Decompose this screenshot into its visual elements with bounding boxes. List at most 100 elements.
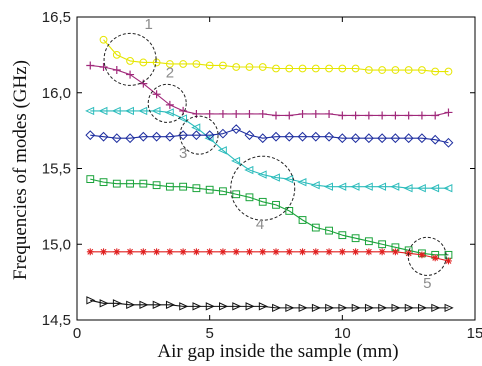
data-point bbox=[363, 133, 374, 144]
data-point bbox=[297, 131, 308, 142]
data-point bbox=[325, 248, 333, 256]
data-point bbox=[99, 35, 108, 44]
data-point bbox=[352, 248, 359, 256]
data-point bbox=[364, 66, 373, 74]
data-point bbox=[166, 248, 174, 256]
data-point bbox=[219, 187, 227, 196]
data-point bbox=[139, 79, 148, 88]
series-1 bbox=[99, 35, 453, 76]
data-point bbox=[111, 133, 122, 144]
data-point bbox=[177, 114, 188, 123]
data-point bbox=[139, 300, 149, 310]
data-point bbox=[205, 61, 214, 70]
data-point bbox=[325, 64, 333, 73]
data-point bbox=[392, 248, 399, 256]
data-point bbox=[365, 248, 373, 256]
data-point bbox=[285, 303, 295, 313]
y-tick-label: 16,0 bbox=[42, 85, 71, 102]
data-point bbox=[126, 179, 134, 188]
data-point bbox=[245, 63, 254, 71]
data-point bbox=[165, 182, 174, 191]
data-point bbox=[338, 231, 347, 240]
data-point bbox=[298, 303, 308, 313]
x-tick-label: 5 bbox=[205, 325, 213, 342]
data-point bbox=[152, 90, 161, 99]
series-line bbox=[90, 110, 449, 189]
annotation-label: 1 bbox=[144, 16, 152, 33]
data-point bbox=[139, 179, 148, 188]
data-point bbox=[418, 303, 428, 313]
data-point bbox=[193, 248, 200, 256]
data-point bbox=[444, 303, 454, 313]
annotation-circle bbox=[179, 115, 219, 155]
data-point bbox=[391, 66, 400, 74]
data-point bbox=[217, 146, 227, 155]
data-point bbox=[418, 66, 426, 74]
plot-area-border bbox=[76, 16, 476, 321]
data-point bbox=[246, 248, 253, 256]
data-point bbox=[244, 130, 255, 141]
data-point bbox=[298, 109, 307, 118]
data-point bbox=[272, 64, 280, 73]
data-point bbox=[443, 184, 453, 193]
data-point bbox=[364, 111, 373, 120]
data-point bbox=[417, 111, 426, 120]
data-point bbox=[138, 131, 149, 142]
data-point bbox=[323, 182, 333, 191]
series-3 bbox=[85, 106, 453, 193]
data-point bbox=[112, 179, 121, 188]
series-7 bbox=[86, 296, 454, 313]
data-point bbox=[259, 248, 267, 256]
data-point bbox=[258, 109, 267, 118]
data-point bbox=[164, 108, 174, 117]
x-axis-ticks: 0 5 10 15 bbox=[73, 17, 482, 342]
data-point bbox=[431, 111, 440, 120]
data-point bbox=[86, 175, 95, 184]
data-point bbox=[125, 133, 135, 144]
data-point bbox=[311, 64, 320, 73]
annotation-4: 4 bbox=[230, 155, 296, 233]
data-point bbox=[139, 58, 148, 67]
data-point bbox=[285, 111, 294, 120]
data-point bbox=[218, 109, 227, 118]
data-point bbox=[391, 111, 400, 120]
data-point bbox=[378, 303, 388, 313]
series-line bbox=[90, 64, 449, 117]
annotation-3: 3 bbox=[179, 115, 219, 162]
series-4 bbox=[85, 124, 454, 148]
data-point bbox=[376, 182, 387, 191]
data-point bbox=[310, 180, 320, 190]
data-point bbox=[231, 156, 241, 166]
data-point bbox=[378, 111, 387, 120]
data-point bbox=[99, 178, 108, 187]
y-axis-title: Frequencies of modes (GHz) bbox=[10, 60, 31, 280]
data-point bbox=[377, 133, 388, 144]
data-point bbox=[192, 184, 201, 193]
data-point bbox=[192, 60, 201, 68]
data-point bbox=[417, 133, 427, 144]
x-tick-label: 0 bbox=[73, 325, 81, 342]
data-point bbox=[444, 67, 453, 76]
data-point bbox=[403, 133, 414, 144]
data-point bbox=[165, 60, 174, 68]
annotation-1: 1 bbox=[103, 16, 157, 86]
data-point bbox=[204, 134, 214, 143]
data-point bbox=[206, 248, 214, 256]
data-point bbox=[324, 131, 334, 142]
data-point bbox=[232, 302, 242, 311]
data-point bbox=[219, 248, 227, 256]
data-point bbox=[272, 303, 282, 313]
data-point bbox=[325, 109, 334, 118]
data-point bbox=[152, 300, 162, 310]
data-point bbox=[99, 299, 109, 308]
annotation-layer: 1 2 3 4 5 bbox=[103, 16, 447, 292]
data-point bbox=[390, 182, 400, 191]
data-point bbox=[113, 248, 121, 256]
annotation-circle bbox=[407, 236, 447, 276]
data-point bbox=[311, 223, 320, 232]
data-point bbox=[404, 303, 414, 313]
data-point bbox=[98, 106, 108, 116]
series-line bbox=[90, 128, 449, 144]
data-point bbox=[285, 207, 294, 215]
series-layer bbox=[85, 35, 454, 313]
